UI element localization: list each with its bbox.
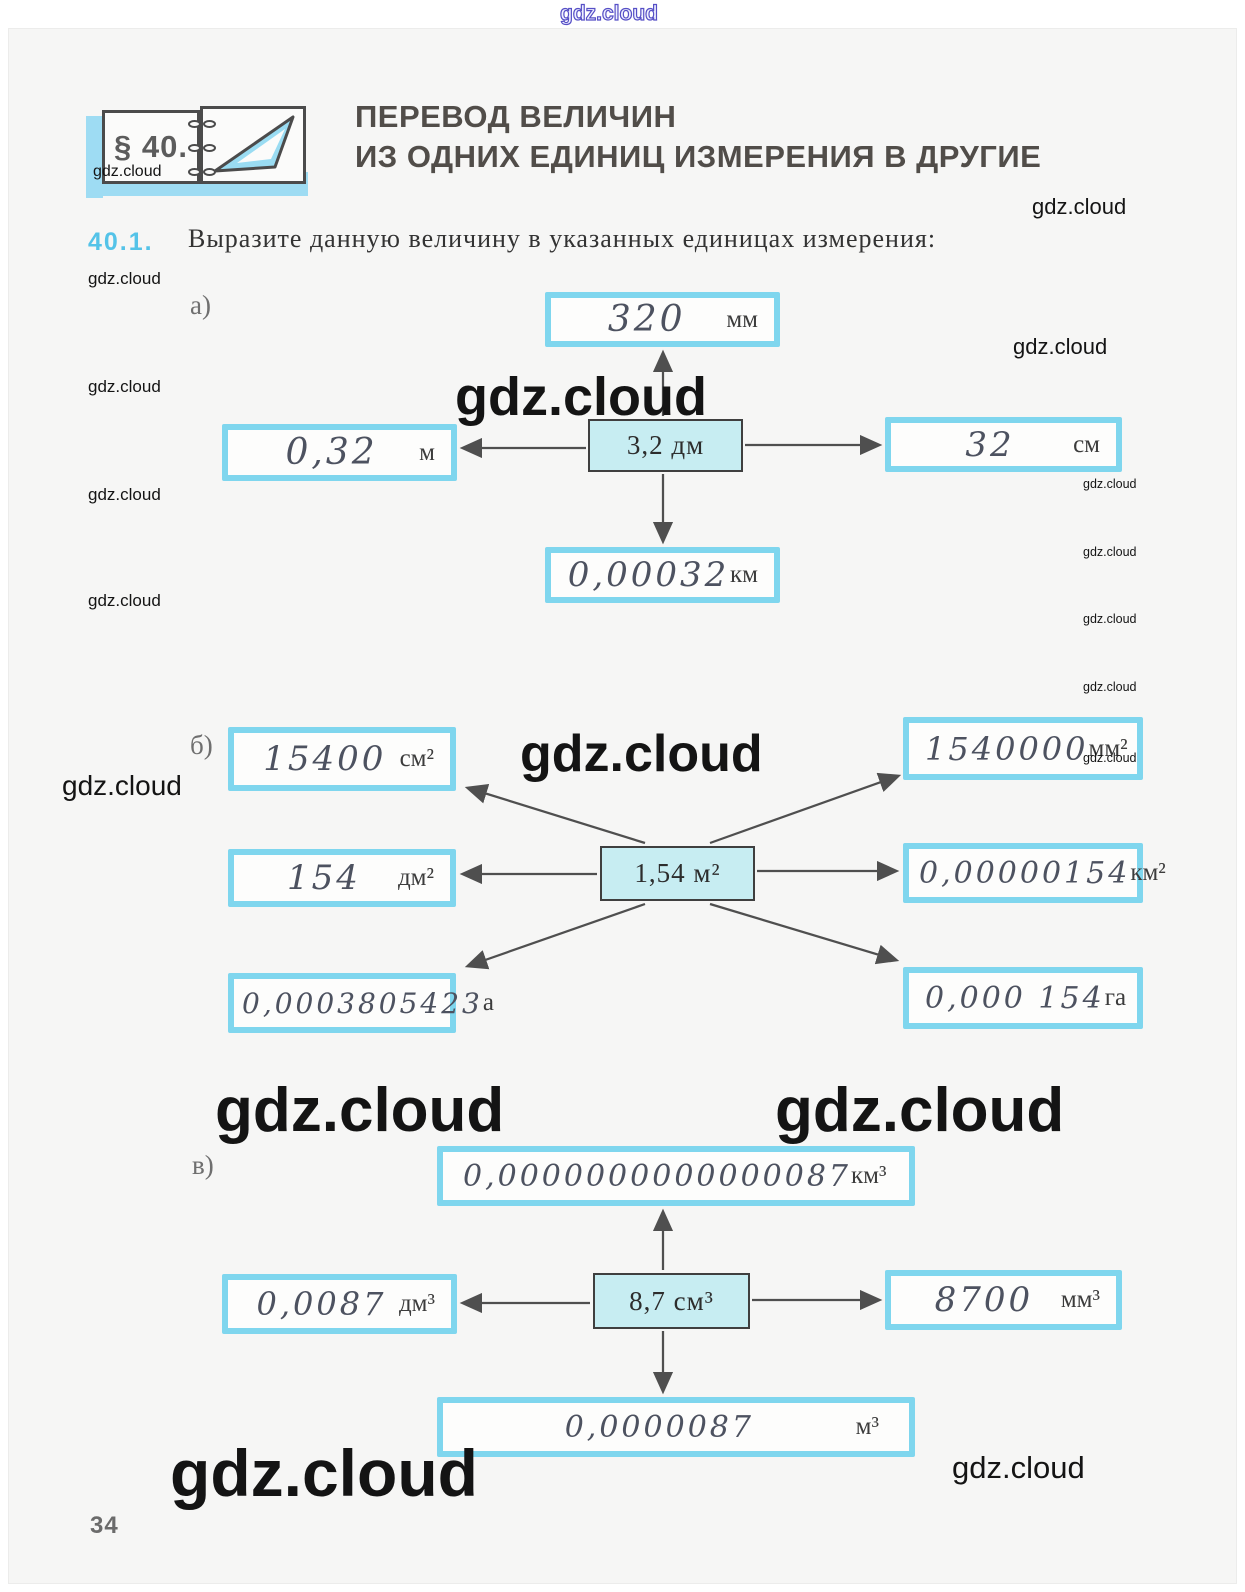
source-value-box-v: 8,7 см³ <box>593 1273 750 1329</box>
spiral-ring-icon <box>188 144 201 152</box>
answer-box-b-bottom-right: 0,000 154 га <box>903 967 1143 1029</box>
watermark: gdz.cloud <box>1032 194 1127 219</box>
handwritten-value: 1540000 <box>925 729 1089 768</box>
watermark: gdz.cloud <box>170 1436 478 1510</box>
spiral-ring-icon <box>203 120 216 128</box>
unit-label: дм³ <box>398 1290 435 1317</box>
answer-box-b-mid-left: 154 дм² <box>228 849 456 907</box>
watermark: gdz.cloud <box>88 377 161 396</box>
watermark: gdz.cloud <box>88 591 161 610</box>
answer-box-v-top: 0,0000000000000087 км³ <box>437 1146 915 1206</box>
watermark: gdz.cloud <box>1083 477 1137 491</box>
answer-box-v-left: 0,0087 дм³ <box>222 1274 457 1334</box>
unit-label: мм² <box>1088 734 1128 762</box>
handwritten-value: 0,0000087 <box>564 1409 754 1445</box>
handwritten-value: 0,32 <box>285 432 378 473</box>
unit-label: км <box>730 561 758 588</box>
source-value-box-a: 3,2 дм <box>588 419 743 472</box>
answer-box-a-left: 0,32 м <box>222 424 457 481</box>
answer-box-a-bottom: 0,00032 км <box>545 547 780 603</box>
handwritten-value: 0,00032 <box>567 555 730 595</box>
handwritten-value: 32 <box>965 424 1015 465</box>
unit-label: дм² <box>397 864 434 891</box>
watermark: gdz.cloud <box>88 269 161 288</box>
answer-box-a-right: 32 см <box>885 417 1122 472</box>
unit-label: а <box>482 989 494 1016</box>
diagram-b-label: б) <box>190 730 213 760</box>
answer-box-b-bottom-left: 0,0003805423 а <box>228 973 494 1033</box>
watermark: gdz.cloud <box>520 725 763 783</box>
handwritten-value: 15400 <box>263 739 387 779</box>
unit-label: м³ <box>855 1413 879 1440</box>
unit-label: мм³ <box>1060 1286 1100 1313</box>
page-number: 34 <box>90 1512 119 1539</box>
watermark: gdz.cloud <box>455 367 707 427</box>
chapter-title-line1: ПЕРЕВОД ВЕЛИЧИН <box>355 99 677 134</box>
watermark: gdz.cloud <box>1013 334 1108 359</box>
unit-label: см² <box>399 745 434 772</box>
answer-box-a-top: 320 мм <box>545 292 780 347</box>
handwritten-value: 320 <box>607 299 686 340</box>
unit-label: м <box>419 438 435 466</box>
handwritten-value: 0,0087 <box>256 1285 387 1323</box>
diagram-a-label: а) <box>190 290 211 320</box>
chapter-title-line2: ИЗ ОДНИХ ЕДИНИЦ ИЗМЕРЕНИЯ В ДРУГИЕ <box>355 139 1042 174</box>
section-number-label: § 40. <box>114 129 188 164</box>
watermark: gdz.cloud <box>1083 680 1137 694</box>
page-curl-panel <box>200 106 306 184</box>
watermark: gdz.cloud <box>62 770 182 801</box>
watermark: gdz.cloud <box>93 163 162 180</box>
page-background <box>8 28 1237 1584</box>
watermark: gdz.cloud <box>1083 612 1137 626</box>
handwritten-value: 0,00000154 <box>919 855 1131 891</box>
exercise-prompt: Выразите данную величину в указанных еди… <box>188 224 937 253</box>
unit-label: мм <box>726 305 758 333</box>
spiral-ring-icon <box>188 168 201 176</box>
page-curl-arrow-icon <box>213 115 295 173</box>
answer-box-v-right: 8700 мм³ <box>885 1270 1122 1330</box>
watermark: gdz.cloud <box>559 2 658 25</box>
unit-label: см <box>1073 430 1100 458</box>
handwritten-value: 8700 <box>934 1280 1034 1320</box>
answer-box-b-top-right: 1540000 мм² <box>903 717 1143 780</box>
spiral-ring-icon <box>203 144 216 152</box>
unit-label: га <box>1104 984 1127 1011</box>
watermark: gdz.cloud <box>952 1450 1085 1485</box>
watermark: gdz.cloud <box>775 1076 1065 1145</box>
watermark: gdz.cloud <box>215 1076 505 1145</box>
answer-box-b-mid-right: 0,00000154 км² <box>903 843 1166 903</box>
section-badge: § 40. <box>102 110 200 184</box>
handwritten-value: 0,0000000000000087 <box>463 1158 852 1194</box>
diagram-v-label: в) <box>192 1150 214 1180</box>
spiral-ring-icon <box>188 120 201 128</box>
handwritten-value: 0,0003805423 <box>242 986 483 1020</box>
unit-label: км³ <box>851 1162 887 1189</box>
answer-box-v-bottom: 0,0000087 м³ <box>437 1397 915 1457</box>
watermark: gdz.cloud <box>88 485 161 504</box>
watermark: gdz.cloud <box>1083 751 1137 765</box>
handwritten-value: 0,000 154 <box>925 980 1105 1016</box>
source-value-box-b: 1,54 м² <box>600 846 755 901</box>
handwritten-value: 154 <box>287 858 361 898</box>
watermark: gdz.cloud <box>1083 545 1137 559</box>
unit-label: км² <box>1130 859 1166 886</box>
answer-box-b-top-left: 15400 см² <box>228 727 456 791</box>
exercise-number: 40.1. <box>88 228 154 256</box>
spiral-ring-icon <box>203 168 216 176</box>
